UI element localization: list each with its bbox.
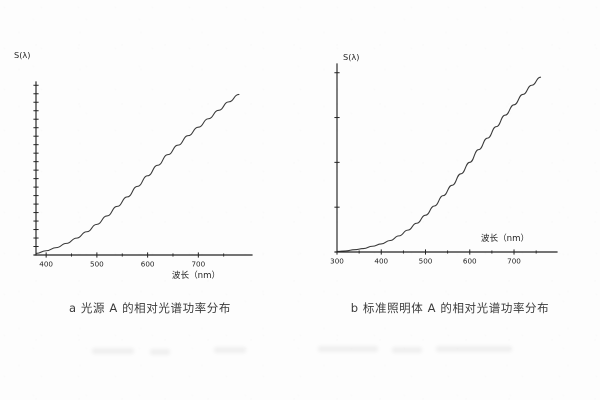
y-axis-label: S(λ): [343, 52, 359, 62]
scan-artifact: [214, 347, 246, 353]
x-axis-tick-label: 300: [330, 257, 344, 266]
y-axis-label: S(λ): [14, 50, 30, 60]
x-axis-tick-label: 600: [141, 260, 155, 269]
scan-artifact: [92, 348, 134, 354]
x-axis-tick-label: 400: [39, 260, 53, 269]
chart-b-plot-area: 300 400 500 600 700 S(λ) 波长（nm）: [300, 28, 600, 286]
x-axis-tick-label: 600: [463, 257, 477, 266]
x-axis-title: 波长（nm）: [481, 232, 529, 244]
spectral-power-curve: [35, 93, 240, 254]
x-axis-tick-label: 500: [419, 257, 433, 266]
scan-artifact: [436, 346, 512, 352]
caption-b: b 标准照明体 A 的相对光谱功率分布: [350, 301, 550, 315]
chart-b-svg: 300 400 500 600 700 S(λ) 波长（nm）: [330, 52, 558, 266]
x-axis-tick-label: 700: [507, 257, 521, 266]
chart-a-svg: 400 500 600 700 S(λ) 波长（nm）: [14, 50, 253, 281]
x-axis-tick-label: 700: [191, 260, 205, 269]
x-axis-title: 波长（nm）: [172, 269, 220, 281]
scan-artifact: [150, 349, 170, 355]
scan-artifact: [392, 347, 422, 353]
chart-a-plot-area: 400 500 600 700 S(λ) 波长（nm）: [0, 28, 300, 286]
scan-artifact: [318, 346, 378, 352]
x-axis-tick-label: 400: [374, 257, 388, 266]
figure-panel-a: 400 500 600 700 S(λ) 波长（nm） a 光源 A 的相对光谱功率分布: [0, 28, 300, 355]
caption-a: a 光源 A 的相对光谱功率分布: [69, 301, 231, 315]
figure-panel-b: 300 400 500 600 700 S(λ) 波长（nm） b 标准照明体 A 的相对光…: [300, 0, 600, 400]
x-axis-tick-label: 500: [90, 260, 104, 269]
spectral-power-curve: [336, 76, 542, 252]
